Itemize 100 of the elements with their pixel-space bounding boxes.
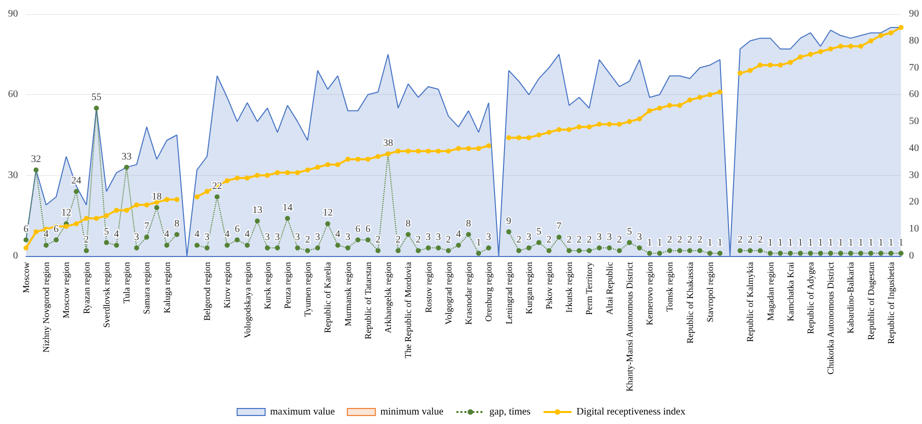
data-label: 2 [516,234,522,246]
x-tick-label: Magadan region [765,262,776,321]
x-tick-label: Republic of Kalmykia [745,262,756,342]
data-label: 5 [104,226,109,238]
x-tick-label: Nizhny Novgorod region [41,262,52,352]
y2-tick-label: 10 [909,224,919,235]
data-label: 1 [717,237,722,248]
data-label: 3 [204,232,210,243]
x-tick-label: Belgorod region [202,262,212,321]
data-label: 2 [84,234,89,246]
data-label: 3 [264,232,270,243]
x-tick-label: Tula region [122,262,132,304]
data-label: 18 [152,192,162,203]
data-label: 3 [606,232,612,243]
x-tick-label: Vologodskaya region [242,262,252,338]
data-label: 8 [406,218,411,230]
x-tick-label: Sverdlovsk region [101,262,112,328]
data-label: 2 [616,234,622,246]
data-label: 2 [446,234,451,246]
data-label: 1 [838,237,844,248]
data-label: 2 [677,234,682,246]
x-tick-label: Irkutsk region [564,262,574,313]
data-label: 3 [436,232,441,243]
data-label: 2 [687,234,692,246]
y2-tick-label: 0 [909,250,914,262]
x-tick-label: Rostov region [423,262,434,313]
x-tick-label: Tomsk region [664,262,675,312]
x-tick-label: Murmansk region [342,262,353,326]
data-label: 1 [476,237,482,248]
y2-tick-label: 60 [909,89,919,100]
y2-tick-label: 20 [909,196,919,208]
x-tick-label: Republic of Ingushetia [886,262,896,344]
x-tick-label: Republic of Karelia [322,262,333,333]
data-label: 1 [788,237,793,248]
x-tick-label: Perm Territory [584,262,594,315]
data-label: 1 [657,237,662,248]
y2-tick-label: 30 [909,170,919,181]
data-label: 2 [396,234,401,246]
data-label: 3 [426,232,431,243]
data-label: 4 [44,229,49,240]
data-label: 1 [878,237,884,248]
data-label: 3 [637,232,642,243]
data-label: 2 [416,234,421,246]
data-label: 2 [576,234,582,246]
y-tick-label: 60 [8,89,18,100]
data-label: 2 [376,234,381,246]
data-label: 1 [798,237,803,248]
y2-tick-label: 70 [909,62,919,74]
data-label: 55 [91,92,102,104]
x-tick-label: Kamchatka Krai [785,262,796,322]
x-tick-label: Stavropol region [704,262,715,322]
data-label: 1 [858,237,864,248]
data-label: 2 [748,234,753,246]
legend-label: minimum value [380,406,444,418]
data-label: 7 [144,221,150,232]
data-label: 1 [868,237,874,248]
data-label: 1 [808,237,813,248]
x-tick-label: Kabardino-Balkaria [846,262,856,334]
data-label: 4 [114,229,120,240]
data-label: 4 [194,229,200,240]
data-label: 32 [31,154,42,165]
data-label: 4 [456,229,461,240]
data-label: 2 [667,234,672,246]
data-label: 9 [506,216,512,227]
data-label: 2 [305,234,310,246]
x-tick-label: Kemerovo region [644,262,655,326]
data-label: 1 [848,237,854,248]
data-label: 14 [282,202,292,214]
y2-tick-label: 40 [909,142,919,154]
data-label: 3 [596,232,602,243]
y-tick-label: 0 [13,250,18,262]
data-label: 12 [61,208,72,219]
data-label: 3 [134,232,140,243]
x-tick-label: The Republic of Mordovia [403,262,414,358]
data-label: 1 [768,237,773,248]
x-tick-label: Altai Republic [604,262,614,315]
data-label: 1 [647,237,652,248]
data-label: 1 [828,237,834,248]
y2-tick-label: 90 [909,8,919,20]
data-label: 4 [244,229,250,240]
x-tick-label: Samara region [142,262,152,314]
x-tick-label: Republic of Tatarstan [362,262,373,340]
x-tick-label: Kaluga region [162,262,172,314]
data-label: 6 [365,224,370,235]
x-tick-label: Kursk region [262,262,272,310]
x-tick-label: Republic of Dagestan [866,262,876,340]
data-label: 1 [778,237,783,248]
data-label: 2 [697,234,702,246]
x-tick-label: Moscow [21,262,31,293]
data-label: 33 [122,151,132,162]
data-label: 5 [536,226,542,238]
data-label: 6 [355,224,360,235]
data-label: 3 [345,232,350,243]
data-label: 8 [466,218,472,230]
data-label: 2 [566,234,572,246]
legend-label: Digital receptiveness index [576,406,686,418]
x-tick-label: Moscow region [61,262,72,318]
x-tick-label: Khanty-Mansi Autonomous District [624,262,634,392]
data-label: 2 [738,234,743,246]
x-tick-label: Tyumen region [302,262,313,317]
